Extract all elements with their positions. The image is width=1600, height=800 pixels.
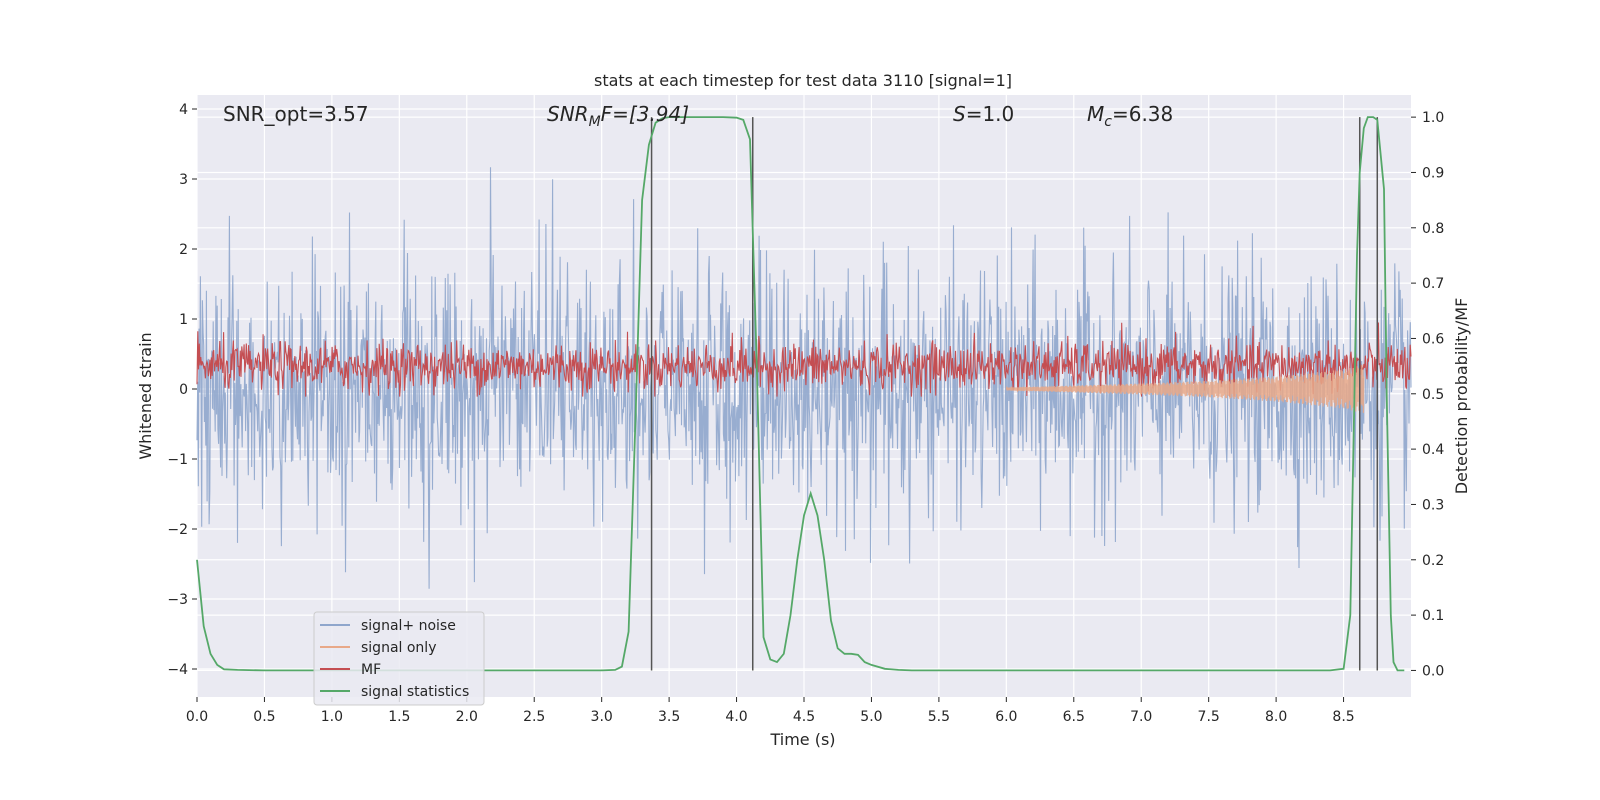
y-tick-label: 0: [179, 382, 188, 398]
y2-tick-label: 0.3: [1422, 497, 1444, 513]
ticks: 0.0 0.5 1.0 1.5 2.0 2.5 3.0 3.5 4.0 4.5 5.0 5.5 6.0 6…: [167, 102, 1444, 725]
legend: signal+ noise signal only MF signal stat…: [313, 611, 485, 706]
x-tick-label: 1.5: [388, 709, 410, 725]
x-tick-label: 2.5: [523, 709, 545, 725]
y2-tick-label: 0.6: [1422, 331, 1444, 347]
y2-tick-label: 0.9: [1422, 165, 1444, 181]
x-tick-label: 5.0: [860, 709, 882, 725]
x-tick-label: 5.5: [928, 709, 950, 725]
y2-tick-label: 0.2: [1422, 553, 1444, 569]
x-tick-label: 0.0: [186, 709, 208, 725]
y-tick-label: 3: [179, 172, 188, 188]
series-signal-only-line: [1005, 364, 1365, 413]
legend-label-mf: MF: [361, 662, 381, 678]
noise-series: [196, 167, 1412, 589]
x-tick-label: 1.0: [321, 709, 343, 725]
series-signal-noise-line: [196, 167, 1412, 589]
x-tick-label: 7.0: [1130, 709, 1152, 725]
s-annotation: S=1.0: [953, 102, 1014, 126]
y-axis-label: Whitened strain: [136, 332, 155, 459]
y2-tick-label: 1.0: [1422, 110, 1444, 126]
x-tick-label: 8.5: [1332, 709, 1354, 725]
legend-label-signal-statistics: signal statistics: [361, 684, 469, 700]
x-tick-label: 4.5: [793, 709, 815, 725]
signal-only-series: [1005, 364, 1365, 413]
y2-tick-label: 0.4: [1422, 442, 1444, 458]
x-tick-label: 0.5: [253, 709, 275, 725]
x-tick-label: 3.5: [658, 709, 680, 725]
snr-opt-annotation: SNR_opt=3.57: [223, 102, 369, 126]
y-tick-label: 4: [179, 102, 188, 118]
x-tick-label: 3.0: [591, 709, 613, 725]
y-tick-label: −3: [167, 592, 188, 608]
x-tick-label: 6.5: [1063, 709, 1085, 725]
mc-annotation: Mc=6.38: [1087, 102, 1173, 130]
series-signal-statistics-line: [196, 116, 1405, 672]
y2-tick-label: 0.7: [1422, 276, 1444, 292]
legend-label-signal-only: signal only: [361, 640, 436, 656]
legend-label-signal-noise: signal+ noise: [361, 618, 456, 634]
x-tick-label: 7.5: [1198, 709, 1220, 725]
x-tick-label: 2.0: [456, 709, 478, 725]
x-axis-label: Time (s): [769, 730, 835, 749]
x-tick-label: 8.0: [1265, 709, 1287, 725]
snr-mf-annotation: SNRMF=[3.94]: [547, 102, 689, 130]
x-tick-label: 6.0: [995, 709, 1017, 725]
y-tick-label: −4: [167, 662, 188, 678]
series-mf-line: [196, 322, 1412, 397]
y2-tick-label: 0.1: [1422, 608, 1444, 624]
mf-series: [196, 322, 1412, 397]
y-tick-label: 1: [179, 312, 188, 328]
y2-tick-label: 0.5: [1422, 387, 1444, 403]
signal-statistics-series: [196, 116, 1405, 672]
y-tick-label: 2: [179, 242, 188, 258]
chart-title: stats at each timestep for test data 311…: [594, 71, 1012, 90]
y2-tick-label: 0.8: [1422, 221, 1444, 237]
y-tick-label: −2: [167, 522, 188, 538]
y2-axis-label: Detection probability/MF: [1452, 298, 1471, 495]
x-tick-label: 4.0: [725, 709, 747, 725]
y-tick-label: −1: [167, 452, 188, 468]
y2-tick-label: 0.0: [1422, 663, 1444, 679]
legend-box: [313, 611, 485, 706]
